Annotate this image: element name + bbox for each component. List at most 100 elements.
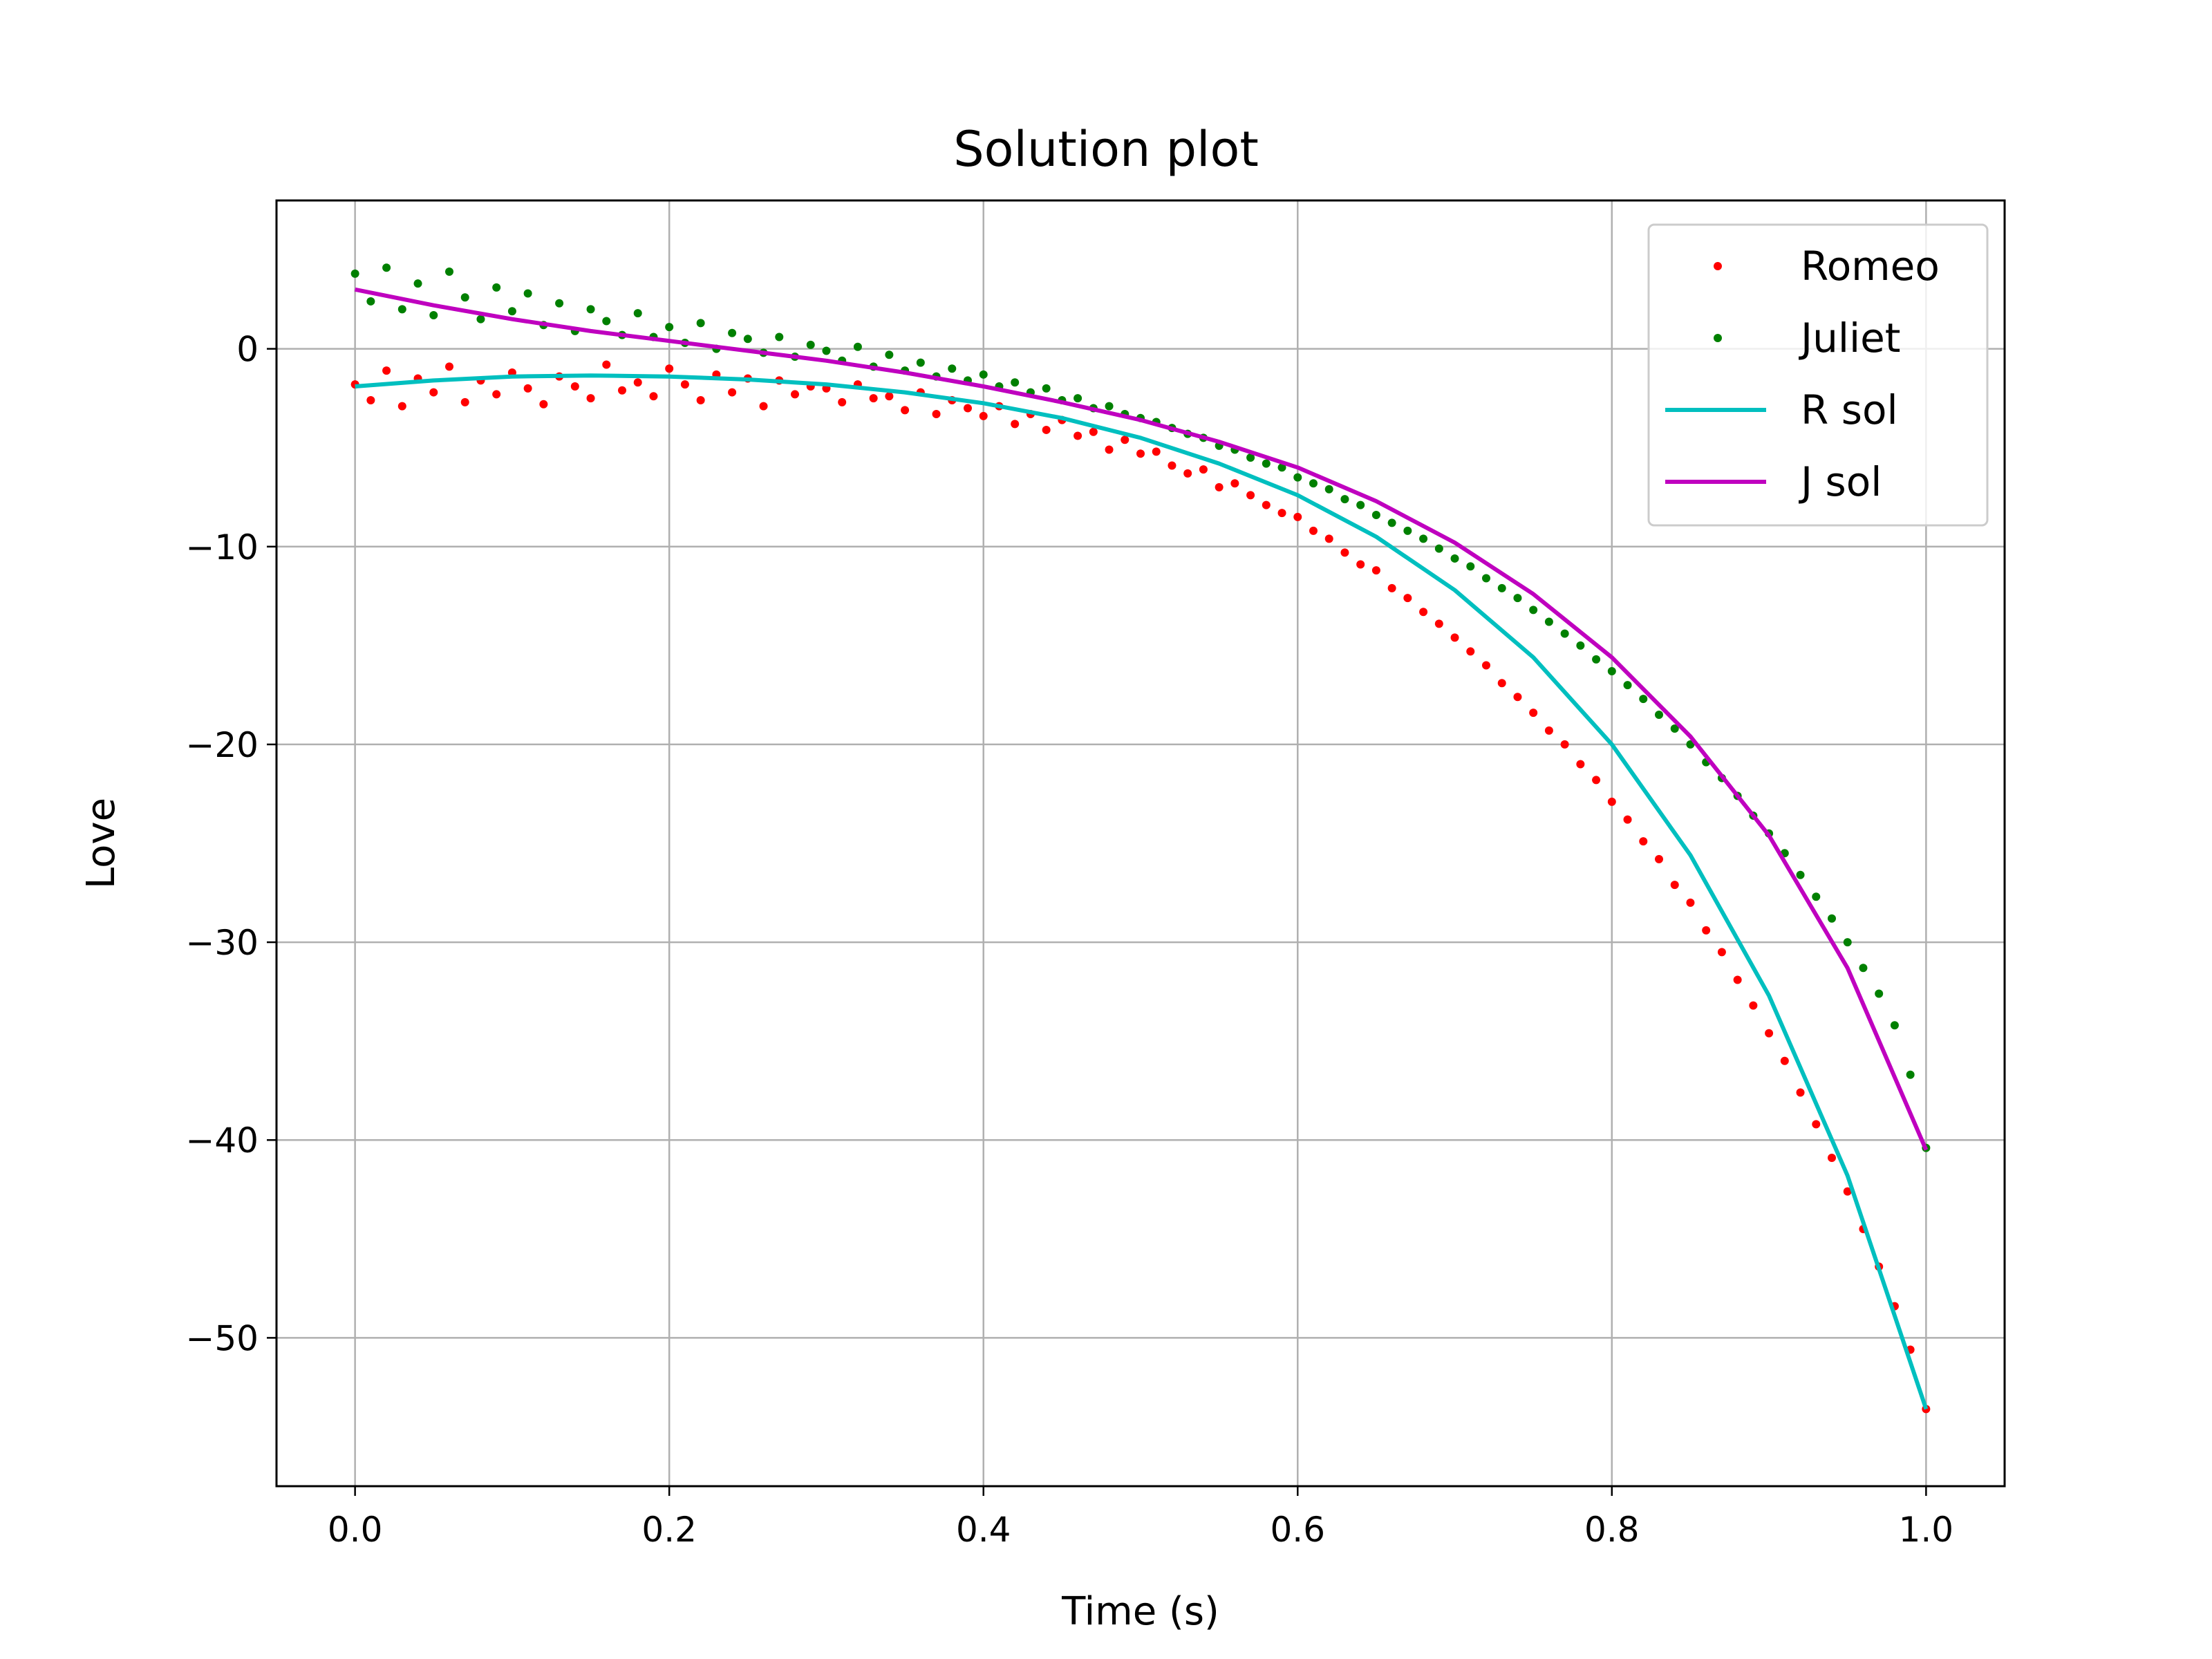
romeo-point [1042,425,1051,434]
juliet-point [1246,453,1255,462]
romeo-point [1419,608,1428,617]
romeo-point [633,378,642,387]
juliet-point [1434,544,1443,553]
y-tick-label: −30 [185,923,259,963]
juliet-point [665,323,674,332]
romeo-point [1717,948,1726,957]
romeo-point [1780,1056,1789,1065]
y-axis-title: Love [79,798,124,889]
y-tick-label: −10 [185,527,259,568]
juliet-point [1513,594,1522,603]
legend-label-r-sol: R sol [1801,386,1898,433]
romeo-point [1105,445,1114,454]
romeo-point [979,411,988,420]
juliet-point [1529,606,1538,615]
juliet-point [1828,914,1836,923]
romeo-point [570,382,579,391]
legend-label-romeo: Romeo [1801,243,1940,290]
juliet-point [743,335,752,344]
juliet-point [728,328,737,337]
juliet-point [633,309,642,318]
juliet-point [1623,681,1632,690]
legend-label-j-sol: J sol [1799,458,1882,505]
romeo-point [1387,583,1396,592]
romeo-point [680,380,689,389]
romeo-point [397,402,406,411]
juliet-point [382,263,391,272]
juliet-point [1655,711,1663,719]
legend: Romeo Juliet R sol J sol [1647,223,1989,527]
romeo-point [1702,926,1711,935]
juliet-point [1450,554,1459,563]
juliet-point [979,370,988,379]
juliet-point [476,315,485,324]
juliet-point [1105,402,1114,411]
juliet-point [1482,574,1490,583]
x-tick-label: 0.2 [641,1510,697,1550]
romeo-point [1529,709,1538,718]
romeo-point [1607,797,1616,806]
juliet-point [1497,583,1506,592]
romeo-point [1796,1088,1805,1097]
romeo-point [460,397,469,406]
juliet-point [555,299,564,308]
x-tick-label: 1.0 [1899,1510,1954,1550]
juliet-point [507,307,516,316]
juliet-point [1419,534,1428,543]
juliet-point [1074,394,1082,403]
juliet-point [1293,473,1302,482]
juliet-point [1340,495,1349,504]
romeo-point [1215,482,1224,491]
romeo-point [1482,661,1490,670]
j-sol-line [355,287,1929,1151]
romeo-point [1403,594,1412,603]
juliet-point [1324,485,1333,494]
romeo-point [1812,1120,1821,1129]
romeo-point [1199,465,1208,474]
romeo-point [1168,461,1177,470]
juliet-point [1371,510,1380,519]
romeo-point [1277,509,1286,518]
romeo-point [1371,566,1380,575]
romeo-point [429,388,438,397]
romeo-point [618,386,626,395]
juliet-point [1875,989,1884,998]
juliet-point [1560,629,1569,638]
romeo-point [1843,1187,1852,1196]
romeo-point [1749,1001,1758,1010]
juliet-point [1277,463,1286,472]
juliet-point [1796,870,1805,879]
romeo-point [1121,435,1130,444]
plot-area [350,263,1931,1414]
romeo-point [1324,534,1333,543]
y-tick-label: 0 [236,330,259,370]
romeo-point [901,406,910,415]
romeo-point [1089,427,1098,436]
romeo-point [1655,854,1663,863]
romeo-point [1246,491,1255,500]
x-tick-label: 0.6 [1271,1510,1326,1550]
romeo-point [1576,760,1585,769]
romeo-point [696,396,705,405]
juliet-point [822,346,831,355]
juliet-point [366,297,375,306]
juliet-point [1403,526,1412,535]
juliet-point [1011,378,1020,387]
juliet-point [1042,384,1051,393]
romeo-point [1183,469,1192,478]
romeo-point [1828,1153,1836,1162]
legend-swatch-juliet [1714,334,1722,342]
juliet-point [1544,617,1553,626]
romeo-point [791,390,799,399]
juliet-point [1309,479,1318,488]
juliet-point [948,364,957,373]
romeo-point [649,392,658,401]
romeo-point [1011,420,1020,429]
romeo-point [1230,479,1239,488]
juliet-point [397,305,406,314]
romeo-point [1560,740,1569,749]
romeo-point [1733,975,1742,984]
romeo-point [1293,512,1302,521]
juliet-point [806,340,815,349]
juliet-point [1356,500,1365,509]
